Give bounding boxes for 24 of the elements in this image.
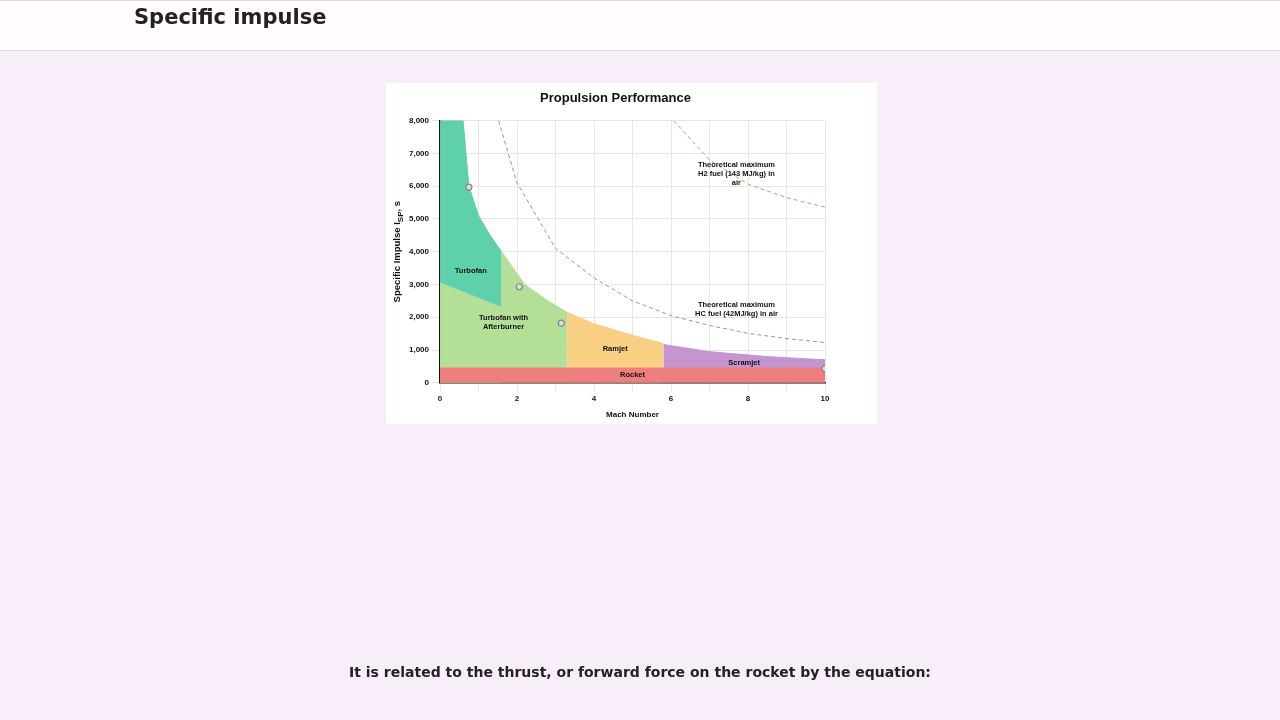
y-tick-label: 8,000 [408, 115, 430, 125]
x-tick-label: 4 [591, 393, 597, 403]
x-tick-label: 6 [668, 393, 674, 403]
y-tick-label: 4,000 [408, 246, 430, 256]
y-tick-label: 7,000 [408, 148, 430, 158]
point [557, 319, 565, 327]
y-tick-label: 6,000 [408, 181, 430, 191]
x-tick-label: 8 [745, 393, 751, 403]
y-tick-label: 2,000 [408, 312, 430, 322]
text: It is related to the thrust, or forward force on the rocket by the equation: [348, 664, 932, 680]
y-axis-title: Specific Impulse ISP, s [391, 200, 405, 303]
line-series [673, 120, 825, 208]
x-axis-title: Mach Number [606, 410, 659, 420]
chart-title: Propulsion Performance [540, 90, 691, 106]
x-tick-label: 10 [820, 393, 830, 403]
y-tick-label: 0 [424, 378, 430, 387]
point [465, 183, 473, 191]
x-tick-label: 0 [437, 393, 443, 403]
y-tick-label: 1,000 [408, 345, 430, 355]
y-tick-label: 5,000 [408, 214, 430, 224]
y-tick-label: 3,000 [408, 279, 430, 289]
point [515, 283, 523, 291]
text: Specific impulse [134, 5, 327, 29]
x-tick-label: 2 [514, 393, 520, 403]
